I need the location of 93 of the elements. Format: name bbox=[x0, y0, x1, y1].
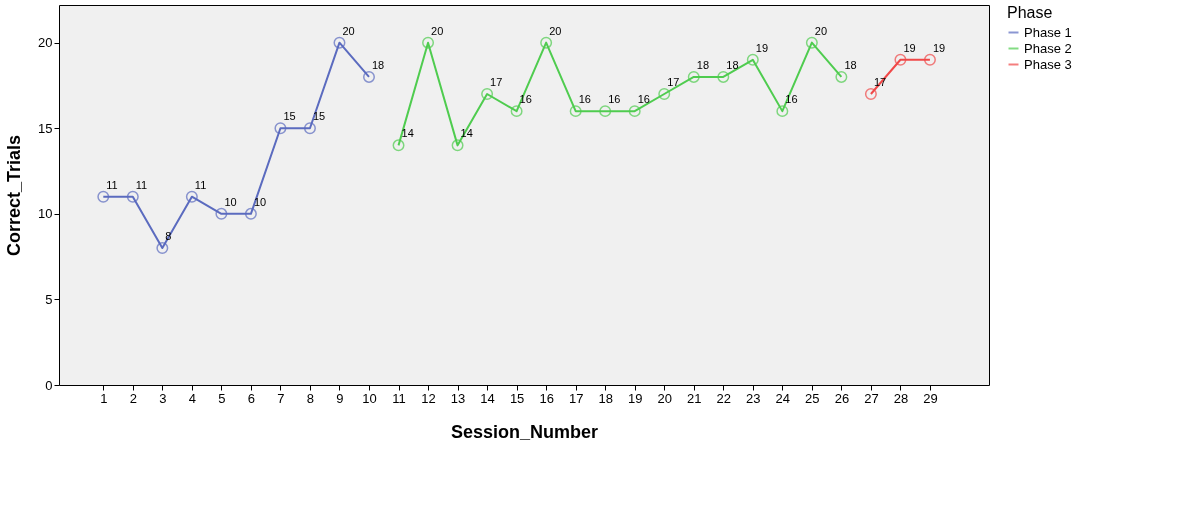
y-tick-label: 15 bbox=[38, 120, 53, 136]
x-tick-label: 5 bbox=[218, 390, 226, 406]
data-label: 19 bbox=[903, 41, 916, 54]
data-label: 10 bbox=[253, 195, 267, 208]
point bbox=[894, 53, 907, 66]
data-label: 19 bbox=[755, 41, 769, 54]
legend-title: Phase bbox=[1007, 4, 1053, 21]
data-label: 10 bbox=[224, 195, 237, 208]
data-label: 11 bbox=[106, 178, 118, 191]
x-tick-label: 29 bbox=[923, 390, 938, 406]
x-tick-label: 17 bbox=[568, 390, 584, 406]
point bbox=[363, 70, 375, 83]
point bbox=[126, 190, 139, 203]
point bbox=[333, 36, 346, 49]
point bbox=[303, 122, 316, 135]
x-tick-label: 6 bbox=[247, 390, 256, 406]
point bbox=[540, 36, 553, 49]
point bbox=[599, 105, 612, 118]
x-tick-label: 20 bbox=[657, 390, 672, 406]
point bbox=[746, 53, 759, 66]
point bbox=[97, 190, 110, 203]
data-label: 11 bbox=[194, 178, 207, 191]
data-label: 20 bbox=[342, 24, 355, 37]
legend-label: Phase 3 bbox=[1024, 56, 1072, 72]
x-tick-label: 26 bbox=[834, 390, 850, 406]
y-tick-label: 10 bbox=[38, 206, 53, 222]
x-tick-label: 13 bbox=[450, 390, 466, 406]
point bbox=[805, 36, 818, 49]
x-tick-label: 2 bbox=[129, 390, 137, 406]
data-label: 14 bbox=[401, 127, 414, 140]
point bbox=[215, 207, 228, 220]
x-tick-label: 16 bbox=[539, 390, 554, 406]
point bbox=[923, 53, 936, 66]
data-label: 18 bbox=[696, 58, 710, 71]
data-label: 20 bbox=[431, 24, 444, 37]
x-tick-label: 24 bbox=[775, 390, 791, 406]
legend-label: Phase 1 bbox=[1024, 24, 1072, 40]
point bbox=[156, 242, 169, 255]
x-tick-label: 11 bbox=[392, 390, 406, 406]
point bbox=[274, 122, 287, 135]
x-axis-title: Session_Number bbox=[450, 421, 599, 442]
y-tick-label: 5 bbox=[45, 291, 53, 307]
x-tick-label: 21 bbox=[687, 390, 702, 406]
x-tick-label: 27 bbox=[864, 390, 879, 406]
legend-label: Phase 2 bbox=[1024, 40, 1072, 56]
data-label: 18 bbox=[726, 58, 739, 71]
x-tick-label: 1 bbox=[100, 390, 108, 406]
x-tick-label: 19 bbox=[627, 390, 643, 406]
x-tick-label: 3 bbox=[159, 390, 167, 406]
x-tick-label: 12 bbox=[421, 390, 436, 406]
point bbox=[510, 105, 523, 118]
data-label: 18 bbox=[372, 58, 385, 71]
x-tick-label: 23 bbox=[746, 390, 761, 406]
point bbox=[244, 207, 257, 220]
point bbox=[717, 70, 730, 83]
x-tick-label: 9 bbox=[336, 390, 344, 406]
point bbox=[776, 105, 789, 118]
data-label: 19 bbox=[932, 41, 946, 54]
x-tick-label: 18 bbox=[598, 390, 613, 406]
y-axis-title: Correct_Trials bbox=[4, 134, 25, 257]
point bbox=[687, 70, 700, 83]
point bbox=[481, 88, 494, 100]
x-tick-label: 15 bbox=[509, 390, 525, 406]
x-tick-label: 22 bbox=[716, 390, 732, 406]
data-label: 15 bbox=[283, 110, 296, 123]
x-tick-label: 7 bbox=[277, 390, 285, 406]
data-label: 16 bbox=[637, 93, 650, 106]
data-label: 20 bbox=[814, 24, 828, 37]
data-label: 11 bbox=[135, 178, 148, 191]
point bbox=[864, 88, 877, 100]
x-tick-label: 25 bbox=[805, 390, 820, 406]
point bbox=[422, 36, 435, 49]
x-tick-label: 10 bbox=[362, 390, 377, 406]
data-label: 16 bbox=[608, 93, 621, 106]
point bbox=[392, 139, 405, 152]
x-tick-label: 14 bbox=[480, 390, 495, 406]
x-tick-label: 4 bbox=[188, 390, 196, 406]
y-tick-label: 20 bbox=[38, 35, 53, 51]
data-label: 15 bbox=[312, 110, 326, 123]
data-label: 18 bbox=[844, 58, 857, 71]
x-tick-label: 8 bbox=[306, 390, 315, 406]
point bbox=[658, 88, 671, 100]
data-label: 17 bbox=[490, 76, 503, 89]
point bbox=[835, 70, 848, 83]
y-tick-label: 0 bbox=[45, 377, 53, 393]
point bbox=[185, 190, 198, 203]
data-label: 16 bbox=[578, 93, 591, 106]
point bbox=[628, 105, 641, 118]
data-label: 17 bbox=[667, 76, 680, 89]
point bbox=[451, 139, 464, 152]
data-label: 20 bbox=[549, 24, 562, 37]
point bbox=[569, 105, 582, 118]
x-tick-label: 28 bbox=[893, 390, 909, 406]
